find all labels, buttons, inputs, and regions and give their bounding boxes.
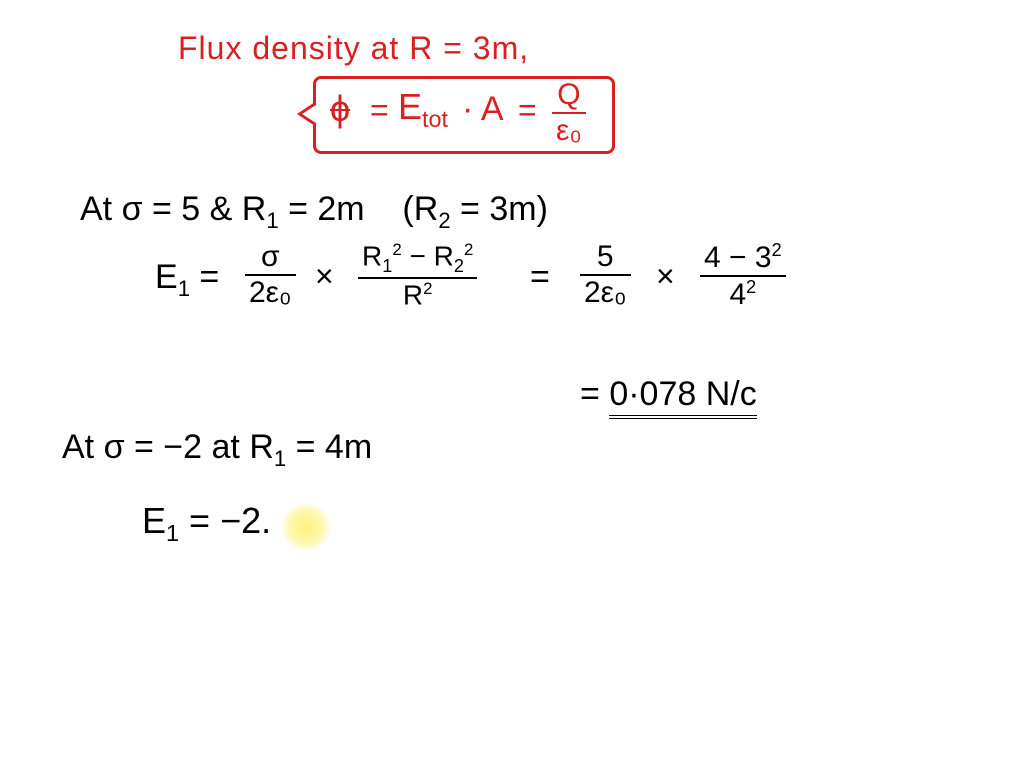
- e1-letter: E: [155, 258, 178, 296]
- formula-e: Etot: [398, 86, 448, 133]
- line1-paren: (R: [402, 190, 438, 228]
- line4-text: At σ = −2 at R: [62, 428, 274, 466]
- line3-eq: =: [580, 375, 609, 413]
- line1-mid: = 2m: [279, 190, 365, 228]
- formula-box-notch-inner: [302, 105, 316, 123]
- frac2-sub1: 1: [382, 256, 392, 276]
- frac1-den: 2ε₀: [245, 276, 296, 310]
- frac4-den-sup: 2: [746, 277, 756, 297]
- title-text: Flux density at R = 3m,: [178, 30, 529, 67]
- e1-sub: 1: [178, 276, 190, 301]
- line4: At σ = −2 at R1 = 4m: [62, 428, 372, 472]
- frac3-num: 5: [580, 240, 631, 276]
- line2-times2: ×: [656, 258, 675, 295]
- line2-e1: E1 =: [155, 258, 219, 302]
- frac2-den: R: [403, 279, 423, 310]
- frac3-den: 2ε₀: [580, 276, 631, 310]
- line1-prefix: At σ = 5 & R: [80, 190, 266, 228]
- line2-times1: ×: [315, 258, 334, 295]
- line4-sub: 1: [274, 446, 286, 471]
- frac4-num: 4 − 3: [704, 241, 772, 274]
- line1-sub1: 1: [266, 208, 278, 233]
- line3: = 0·078 N/c: [580, 375, 757, 414]
- formula-eq1: =: [370, 92, 389, 129]
- phi-symbol: ϕ: [330, 88, 350, 130]
- e1-eq: =: [190, 258, 219, 296]
- frac4-num-sup: 2: [772, 240, 782, 260]
- e-sub: tot: [422, 106, 448, 132]
- line5: E1 = −2.: [142, 500, 271, 547]
- line2-eq2: =: [530, 258, 550, 297]
- line3-val: 0·078 N/c: [609, 375, 756, 419]
- line2-frac2: R12 − R22 R2: [358, 240, 477, 311]
- cursor-highlight: [282, 503, 330, 551]
- frac2-sub2: 2: [454, 256, 464, 276]
- formula-eq2: =: [518, 92, 537, 129]
- frac2-minus: − R: [402, 240, 454, 271]
- frac2-sup1: 2: [392, 240, 401, 259]
- frac2-sup2: 2: [464, 240, 473, 259]
- line4-suffix: = 4m: [286, 428, 372, 466]
- line1-sub2: 2: [438, 208, 450, 233]
- line5-sub: 1: [166, 520, 179, 546]
- line5-eq: =: [179, 500, 220, 541]
- line2-frac1: σ 2ε₀: [245, 240, 296, 310]
- line2-frac3: 5 2ε₀: [580, 240, 631, 310]
- line5-e: E: [142, 500, 166, 541]
- frac1-num: σ: [245, 240, 296, 276]
- formula-fraction: Q ε₀: [552, 78, 586, 148]
- formula-frac-num: Q: [552, 78, 586, 114]
- line1-paren-end: = 3m): [451, 190, 548, 228]
- frac4-den: 4: [729, 278, 746, 311]
- line1: At σ = 5 & R1 = 2m (R2 = 3m): [80, 190, 548, 234]
- line5-val: −2.: [220, 500, 271, 541]
- frac2-num-r1: R: [362, 240, 382, 271]
- frac2-den-sup: 2: [423, 279, 432, 298]
- formula-dot-a: · A: [462, 90, 504, 129]
- e-letter: E: [398, 86, 422, 127]
- formula-frac-den: ε₀: [552, 114, 586, 148]
- line2-frac4: 4 − 32 42: [700, 240, 786, 312]
